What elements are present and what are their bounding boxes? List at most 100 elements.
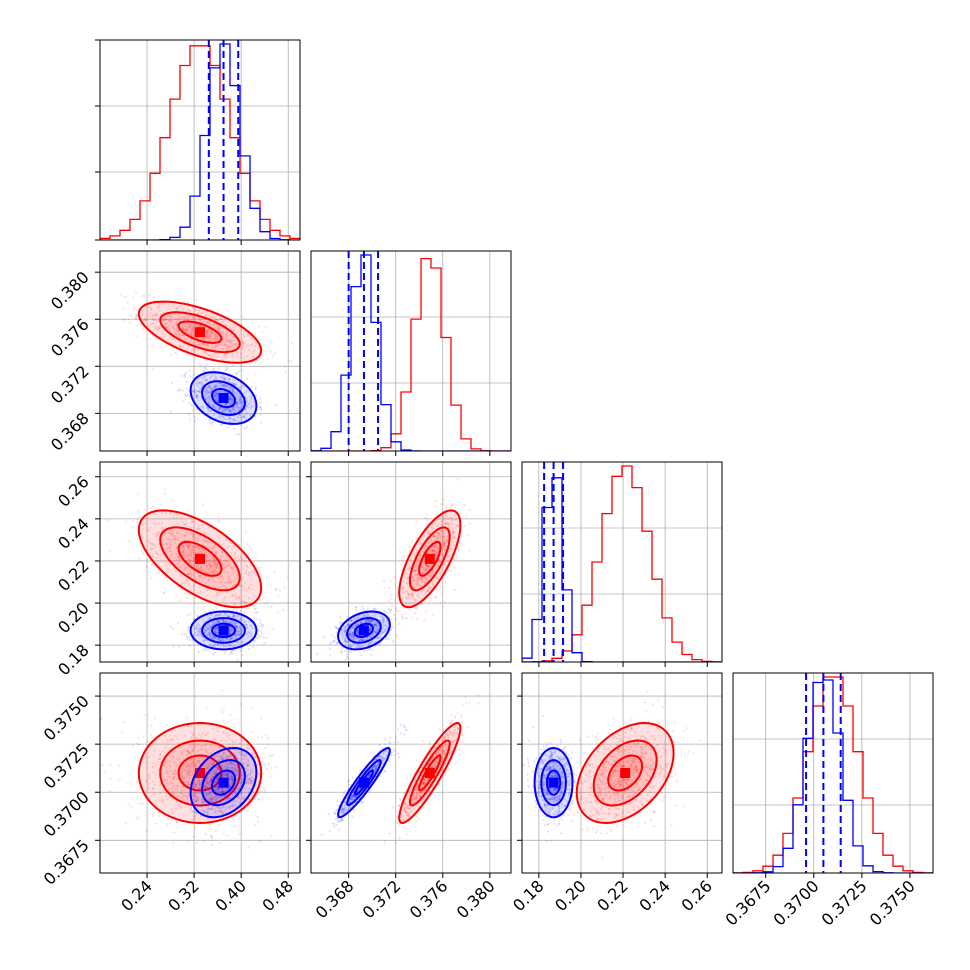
sample-point — [265, 327, 267, 329]
sample-point — [386, 612, 388, 614]
sample-point — [139, 802, 141, 804]
sample-point — [177, 826, 179, 828]
sample-point — [182, 399, 184, 401]
sample-point — [186, 840, 188, 842]
sample-point — [259, 619, 261, 621]
sample-point — [142, 802, 144, 804]
sample-point — [246, 543, 248, 545]
sample-point — [254, 608, 256, 610]
sample-point — [151, 815, 153, 817]
sample-point — [439, 602, 441, 604]
sample-point — [189, 645, 191, 647]
sample-point — [212, 609, 214, 611]
sample-point — [259, 599, 261, 601]
sample-point — [103, 772, 105, 774]
sample-point — [415, 521, 417, 523]
sample-point — [235, 433, 237, 435]
sample-point — [426, 519, 428, 521]
sample-point — [395, 607, 397, 609]
sample-point — [260, 736, 262, 738]
sample-point — [391, 598, 393, 600]
sample-point — [253, 618, 255, 620]
sample-point — [341, 648, 343, 650]
sample-point — [223, 723, 225, 725]
sample-point — [241, 315, 243, 317]
sample-point — [183, 592, 185, 594]
sample-point — [246, 378, 248, 380]
sample-point — [136, 521, 138, 523]
sample-point — [270, 767, 272, 769]
sample-point — [128, 540, 130, 542]
sample-point — [254, 824, 256, 826]
sample-point — [125, 521, 127, 523]
red-peak-cell — [425, 554, 435, 564]
sample-point — [152, 368, 154, 370]
sample-point — [166, 724, 168, 726]
sample-point — [206, 360, 208, 362]
sample-point — [391, 605, 393, 607]
panel-2-2 — [522, 462, 722, 667]
sample-point — [138, 516, 140, 518]
sample-point — [152, 737, 154, 739]
sample-point — [206, 707, 208, 709]
panel-2-0: 0.180.200.220.240.26 — [54, 462, 300, 679]
sample-point — [260, 626, 262, 628]
sample-point — [197, 644, 199, 646]
sample-point — [468, 534, 470, 536]
sample-point — [233, 609, 235, 611]
sample-point — [394, 576, 396, 578]
sample-point — [250, 805, 252, 807]
sample-point — [434, 506, 436, 508]
sample-point — [383, 609, 385, 611]
sample-point — [123, 721, 125, 723]
sample-point — [383, 587, 385, 589]
sample-point — [205, 363, 207, 365]
sample-point — [192, 374, 194, 376]
sample-point — [258, 629, 260, 631]
sample-point — [262, 644, 264, 646]
sample-point — [212, 653, 214, 655]
sample-point — [339, 616, 341, 618]
blue-peak-cell — [359, 625, 369, 635]
blue-histogram — [522, 478, 722, 662]
sample-point — [243, 547, 245, 549]
sample-point — [350, 651, 352, 653]
sample-point — [240, 365, 242, 367]
sample-point — [371, 654, 373, 656]
sample-point — [329, 648, 331, 650]
sample-point — [229, 714, 231, 716]
y-tick-label: 0.26 — [54, 472, 93, 511]
sample-point — [120, 294, 122, 296]
sample-point — [389, 611, 391, 613]
sample-point — [355, 609, 357, 611]
y-tick-label: 0.376 — [47, 315, 93, 361]
sample-point — [149, 338, 151, 340]
sample-point — [270, 606, 272, 608]
sample-point — [394, 618, 396, 620]
sample-point — [226, 722, 228, 724]
sample-point — [254, 333, 256, 335]
sample-point — [221, 424, 223, 426]
sample-point — [240, 650, 242, 652]
sample-point — [255, 386, 257, 388]
sample-point — [260, 422, 262, 424]
sample-point — [181, 633, 183, 635]
panel-2-1 — [306, 462, 511, 667]
sample-point — [175, 594, 177, 596]
sample-point — [202, 503, 204, 505]
sample-point — [449, 507, 451, 509]
sample-point — [260, 566, 262, 568]
sample-point — [142, 552, 144, 554]
sample-point — [144, 509, 146, 511]
sample-point — [129, 322, 131, 324]
sample-point — [225, 369, 227, 371]
sample-point — [166, 579, 168, 581]
sample-point — [454, 589, 456, 591]
sample-point — [256, 816, 258, 818]
sample-point — [333, 639, 335, 641]
sample-point — [218, 521, 220, 523]
sample-point — [252, 611, 254, 613]
sample-point — [178, 388, 180, 390]
sample-point — [135, 292, 137, 294]
sample-point — [260, 414, 262, 416]
